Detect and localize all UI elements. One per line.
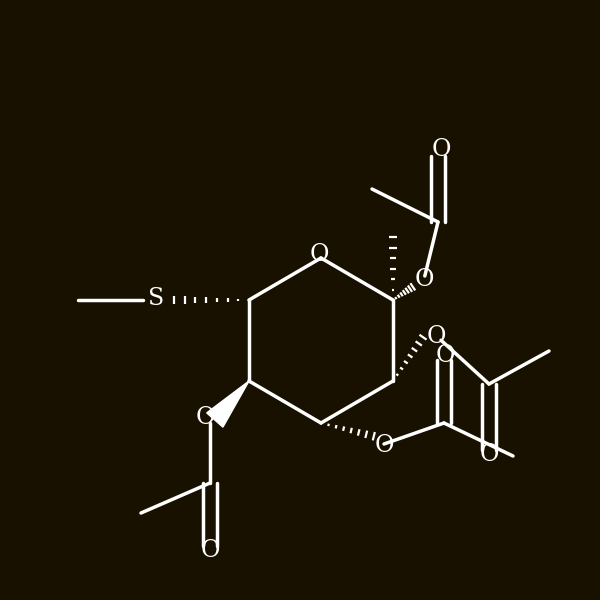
Text: O: O bbox=[479, 443, 499, 466]
Text: O: O bbox=[427, 325, 446, 348]
Text: S: S bbox=[148, 287, 164, 310]
Text: O: O bbox=[196, 406, 215, 428]
Text: O: O bbox=[374, 434, 394, 457]
Text: O: O bbox=[431, 139, 451, 161]
Text: O: O bbox=[200, 539, 220, 562]
Text: O: O bbox=[310, 243, 329, 266]
Text: O: O bbox=[436, 344, 455, 367]
Text: O: O bbox=[415, 268, 434, 291]
Polygon shape bbox=[206, 381, 249, 427]
